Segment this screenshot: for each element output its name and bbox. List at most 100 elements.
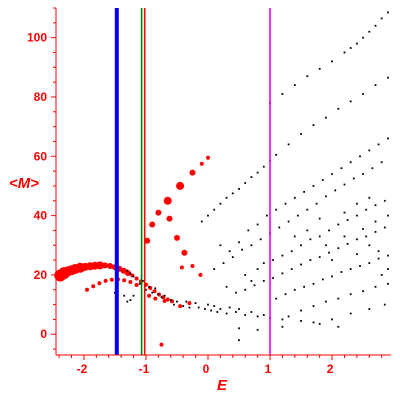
- black-data-point: [377, 143, 380, 146]
- black-data-point: [210, 309, 212, 312]
- red-data-point: [103, 278, 108, 283]
- black-data-point: [387, 282, 389, 285]
- black-data-point: [250, 311, 253, 313]
- black-data-point: [331, 60, 333, 63]
- black-data-point: [380, 274, 383, 276]
- black-data-point: [356, 214, 358, 217]
- black-data-point: [300, 320, 302, 322]
- black-data-point: [374, 204, 377, 207]
- black-data-point: [272, 259, 274, 261]
- black-data-point: [228, 306, 231, 309]
- black-data-point: [306, 208, 309, 211]
- black-data-point: [281, 254, 284, 257]
- black-data-point: [275, 297, 278, 300]
- y-tick-label: 100: [27, 31, 47, 45]
- black-data-point: [219, 308, 222, 310]
- black-data-point: [362, 93, 364, 95]
- red-data-point: [147, 293, 152, 298]
- axes: 0 20 40 60 80 100 -2 -1 0 1 2: [27, 7, 391, 376]
- red-data-point: [122, 278, 127, 283]
- black-data-point: [346, 219, 349, 221]
- red-data-point: [97, 281, 102, 286]
- black-data-point: [349, 268, 352, 270]
- black-data-point: [148, 285, 150, 288]
- black-data-point: [352, 177, 355, 180]
- black-data-point: [129, 299, 132, 301]
- black-data-point: [318, 256, 321, 258]
- red-data-point: [176, 181, 185, 190]
- red-data-point: [153, 296, 158, 301]
- black-data-point: [349, 47, 352, 49]
- y-tick-label: 80: [34, 90, 48, 104]
- red-data-point: [152, 289, 157, 294]
- black-data-point: [331, 318, 333, 321]
- black-data-point: [300, 309, 302, 312]
- y-tick-label: 60: [34, 149, 48, 163]
- red-data-point: [190, 264, 195, 268]
- black-data-point: [225, 285, 228, 288]
- black-data-point: [383, 226, 386, 229]
- black-data-point: [377, 257, 380, 260]
- black-data-point: [349, 161, 352, 164]
- x-tick-label: -1: [139, 362, 150, 376]
- red-data-point: [144, 237, 151, 244]
- black-data-point: [312, 282, 315, 285]
- black-data-point: [359, 155, 361, 158]
- black-data-point: [362, 36, 364, 39]
- red-data-point: [206, 155, 210, 160]
- black-data-point: [387, 254, 389, 257]
- black-data-point: [290, 268, 293, 270]
- y-tick-label: 40: [34, 209, 48, 223]
- black-data-point: [213, 268, 216, 270]
- red-data-point: [198, 272, 203, 277]
- black-data-point: [238, 308, 240, 310]
- black-data-point: [256, 315, 259, 318]
- red-data-point: [91, 284, 96, 289]
- black-data-point: [318, 323, 321, 325]
- red-data-point: [179, 265, 184, 270]
- black-data-point: [129, 272, 132, 275]
- black-data-point: [256, 171, 259, 174]
- black-data-point: [368, 30, 371, 33]
- black-data-point: [284, 293, 287, 296]
- red-data-point: [189, 169, 196, 176]
- black-data-point: [213, 208, 216, 211]
- black-data-point: [256, 328, 259, 331]
- black-data-point: [328, 229, 330, 232]
- black-data-point: [368, 196, 371, 199]
- black-data-point: [380, 17, 383, 20]
- black-data-point: [368, 244, 371, 247]
- black-data-point: [194, 302, 197, 304]
- black-data-point: [244, 288, 247, 291]
- red-data-point: [162, 299, 167, 303]
- black-data-point: [200, 220, 203, 223]
- black-data-point: [228, 250, 231, 253]
- black-data-point: [325, 300, 327, 303]
- black-data-point: [300, 133, 302, 135]
- black-data-point: [262, 280, 265, 282]
- red-data-point: [163, 196, 172, 205]
- black-data-point: [365, 235, 368, 238]
- black-data-point: [318, 67, 321, 70]
- black-data-point: [387, 137, 389, 140]
- black-data-point: [374, 231, 377, 233]
- black-data-point: [387, 11, 389, 14]
- black-data-point: [138, 282, 141, 285]
- black-data-point: [374, 220, 377, 223]
- black-data-point: [356, 253, 358, 256]
- black-data-point: [163, 294, 166, 297]
- black-data-point: [293, 84, 296, 86]
- black-data-point: [349, 100, 352, 103]
- black-data-point: [343, 51, 346, 54]
- x-tick-label: 1: [265, 362, 272, 376]
- black-data-point: [145, 288, 147, 291]
- black-data-point: [272, 277, 274, 279]
- black-data-point: [160, 296, 163, 299]
- black-data-point: [244, 182, 247, 184]
- black-data-point: [235, 311, 237, 313]
- black-data-point: [325, 116, 327, 119]
- black-data-point: [331, 259, 333, 261]
- black-data-point: [132, 275, 135, 278]
- black-data-point: [374, 24, 377, 27]
